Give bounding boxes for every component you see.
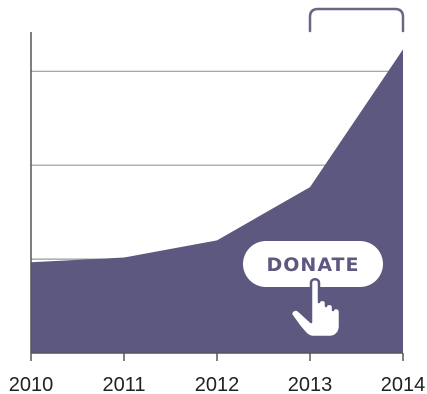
x-ticks: 2010 2011 2012 2013 2014 <box>9 353 426 394</box>
area-series <box>31 49 403 353</box>
hand-pointer-icon <box>290 278 342 339</box>
donate-button-bg[interactable] <box>243 241 383 287</box>
x-tick-label: 2012 <box>195 374 240 394</box>
donate-button[interactable]: DONATE <box>243 241 383 339</box>
donate-label[interactable]: DONATE <box>267 254 360 276</box>
x-tick-label: 2011 <box>102 374 145 394</box>
bracket-icon <box>308 7 405 33</box>
x-tick-label: 2013 <box>288 374 333 394</box>
x-tick-label: 2010 <box>9 374 54 394</box>
x-tick-label: 2014 <box>381 374 426 394</box>
